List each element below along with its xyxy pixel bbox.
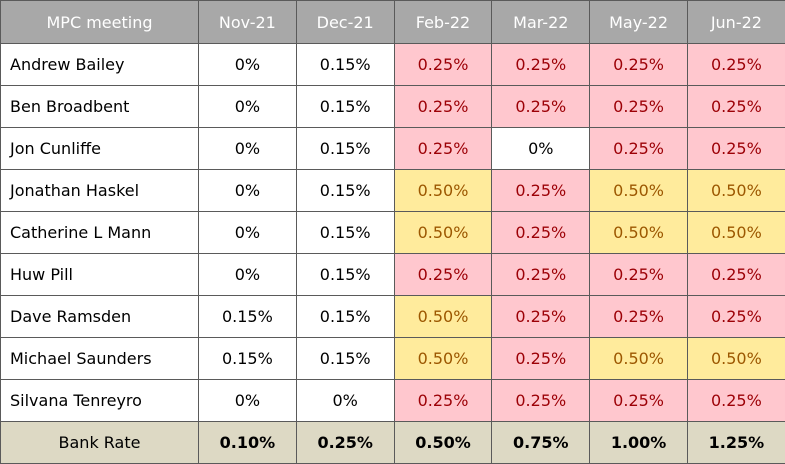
vote-cell: 0.25% <box>687 128 785 170</box>
vote-cell: 0.15% <box>296 212 394 254</box>
bank-rate-label: Bank Rate <box>1 422 199 464</box>
vote-cell: 0.25% <box>492 86 590 128</box>
vote-cell: 0.15% <box>296 170 394 212</box>
vote-cell: 0.25% <box>492 44 590 86</box>
vote-cell: 0.25% <box>687 254 785 296</box>
member-name: Huw Pill <box>1 254 199 296</box>
vote-cell: 0.50% <box>590 170 688 212</box>
vote-cell: 0% <box>296 380 394 422</box>
vote-cell: 0% <box>199 44 297 86</box>
vote-cell: 0.25% <box>590 86 688 128</box>
bank-rate-value: 1.25% <box>687 422 785 464</box>
vote-cell: 0.25% <box>590 128 688 170</box>
vote-cell: 0.15% <box>296 44 394 86</box>
vote-cell: 0% <box>199 86 297 128</box>
bank-rate-value: 0.10% <box>199 422 297 464</box>
vote-cell: 0% <box>199 170 297 212</box>
vote-cell: 0.50% <box>394 338 492 380</box>
vote-cell: 0.25% <box>394 380 492 422</box>
vote-cell: 0.15% <box>296 86 394 128</box>
bank-rate-value: 1.00% <box>590 422 688 464</box>
member-name: Michael Saunders <box>1 338 199 380</box>
vote-cell: 0.25% <box>590 380 688 422</box>
member-name: Jonathan Haskel <box>1 170 199 212</box>
vote-cell: 0.25% <box>492 254 590 296</box>
vote-cell: 0.25% <box>492 380 590 422</box>
vote-cell: 0.15% <box>199 296 297 338</box>
vote-cell: 0% <box>199 128 297 170</box>
vote-cell: 0.25% <box>492 296 590 338</box>
vote-cell: 0.25% <box>590 44 688 86</box>
vote-cell: 0.25% <box>492 212 590 254</box>
vote-cell: 0.25% <box>687 380 785 422</box>
vote-cell: 0.50% <box>687 170 785 212</box>
member-name: Jon Cunliffe <box>1 128 199 170</box>
vote-cell: 0.25% <box>394 128 492 170</box>
vote-cell: 0.50% <box>687 338 785 380</box>
vote-cell: 0.15% <box>296 254 394 296</box>
vote-cell: 0.25% <box>687 44 785 86</box>
vote-cell: 0.15% <box>296 128 394 170</box>
vote-cell: 0% <box>199 254 297 296</box>
column-header: May-22 <box>590 1 688 44</box>
member-name: Ben Broadbent <box>1 86 199 128</box>
vote-cell: 0.15% <box>296 338 394 380</box>
vote-cell: 0.50% <box>687 212 785 254</box>
vote-cell: 0.50% <box>590 212 688 254</box>
header-row-label: MPC meeting <box>1 1 199 44</box>
column-header: Feb-22 <box>394 1 492 44</box>
vote-cell: 0.25% <box>590 296 688 338</box>
vote-cell: 0.25% <box>394 254 492 296</box>
vote-cell: 0.25% <box>394 86 492 128</box>
vote-cell: 0.50% <box>394 170 492 212</box>
column-header: Mar-22 <box>492 1 590 44</box>
vote-cell: 0.15% <box>199 338 297 380</box>
vote-cell: 0.25% <box>687 86 785 128</box>
header-row: MPC meeting Nov-21 Dec-21 Feb-22 Mar-22 … <box>1 1 785 44</box>
vote-cell: 0% <box>492 128 590 170</box>
vote-cell: 0.50% <box>590 338 688 380</box>
member-name: Andrew Bailey <box>1 44 199 86</box>
vote-cell: 0.50% <box>394 296 492 338</box>
member-name: Silvana Tenreyro <box>1 380 199 422</box>
bank-rate-value: 0.25% <box>296 422 394 464</box>
vote-cell: 0.50% <box>394 212 492 254</box>
bank-rate-value: 0.75% <box>492 422 590 464</box>
vote-cell: 0.25% <box>394 44 492 86</box>
vote-cell: 0.15% <box>296 296 394 338</box>
vote-cell: 0.25% <box>492 170 590 212</box>
column-header: Jun-22 <box>687 1 785 44</box>
column-header: Dec-21 <box>296 1 394 44</box>
vote-cell: 0.25% <box>687 296 785 338</box>
bank-rate-row: Bank Rate 0.10% 0.25% 0.50% 0.75% 1.00% … <box>1 422 785 464</box>
member-name: Catherine L Mann <box>1 212 199 254</box>
vote-cell: 0.25% <box>590 254 688 296</box>
vote-cell: 0.25% <box>492 338 590 380</box>
bank-rate-value: 0.50% <box>394 422 492 464</box>
column-header: Nov-21 <box>199 1 297 44</box>
vote-cell: 0% <box>199 380 297 422</box>
member-name: Dave Ramsden <box>1 296 199 338</box>
vote-cell: 0% <box>199 212 297 254</box>
